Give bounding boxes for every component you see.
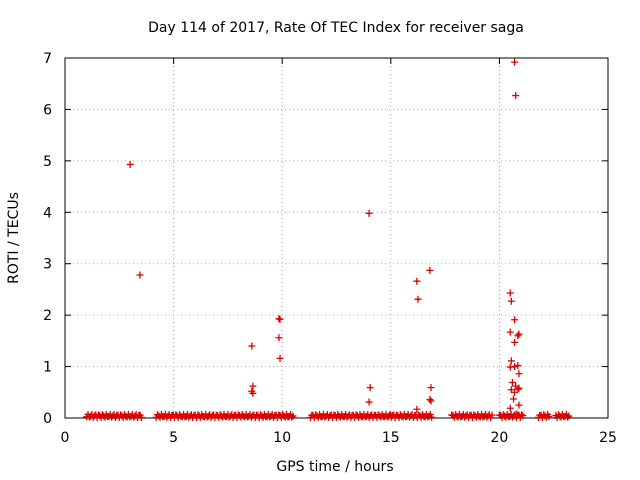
data-point [514,385,522,393]
grid-lines [65,58,608,418]
data-point-baseline [518,411,526,419]
y-tick-label: 7 [43,51,52,67]
data-point-baseline [565,412,573,420]
data-point [511,58,519,66]
data-point-baseline [488,411,496,419]
data-point [366,384,374,392]
data-point [511,316,519,324]
data-point [427,384,435,392]
data-point [275,334,283,342]
data-point [511,363,519,371]
data-point [413,277,421,285]
x-tick-label: 20 [490,430,508,446]
data-point [515,330,523,338]
data-point [507,297,515,305]
y-tick-label: 0 [43,411,52,427]
data-point [506,328,514,336]
x-tick-label: 0 [61,430,70,446]
data-point-baseline [545,412,553,420]
data-point [511,388,519,396]
data-point [276,354,284,362]
y-tick-label: 2 [43,308,52,324]
data-point-baseline [564,413,572,421]
data-point [365,209,373,217]
data-point [515,401,523,409]
data-point [513,410,521,418]
y-axis-label: ROTI / TECUs [6,192,22,284]
x-axis-ticks: 0 5 10 15 20 25 [61,58,617,446]
data-point [506,404,514,412]
data-point [413,405,421,413]
data-point-baseline [137,413,145,421]
data-point-baseline [428,413,436,421]
data-point [249,389,257,397]
y-tick-label: 6 [43,102,52,118]
y-tick-label: 4 [43,205,52,221]
data-point [515,370,523,378]
data-point [514,332,522,340]
chart-title: Day 114 of 2017, Rate Of TEC Index for r… [148,20,524,36]
data-point [512,92,520,100]
data-point [248,342,256,350]
data-point-baseline [288,413,296,421]
data-point [507,357,515,365]
data-point [414,295,422,303]
data-point [427,397,435,405]
x-tick-label: 10 [273,430,291,446]
x-tick-label: 5 [169,430,178,446]
plot-frame [64,57,609,419]
data-point [426,395,434,403]
data-point [511,338,519,346]
data-point [136,271,144,279]
data-point [510,395,518,403]
x-tick-label: 25 [599,430,617,446]
data-point [365,398,373,406]
y-tick-label: 3 [43,257,52,273]
data-point [515,384,523,392]
data-point [508,379,516,387]
data-point [249,382,257,390]
data-point [276,315,284,323]
y-axis-ticks: 0 1 2 3 4 5 6 7 [43,51,608,427]
data-point [126,160,134,168]
data-point [514,362,522,370]
data-point [426,266,434,274]
data-point [506,289,514,297]
y-tick-label: 5 [43,154,52,170]
data-points [83,58,573,421]
data-point-baseline [519,412,527,420]
x-axis-label: GPS time / hours [276,459,393,475]
x-tick-label: 15 [382,430,400,446]
y-tick-label: 1 [43,360,52,376]
data-point-baseline [289,412,297,420]
